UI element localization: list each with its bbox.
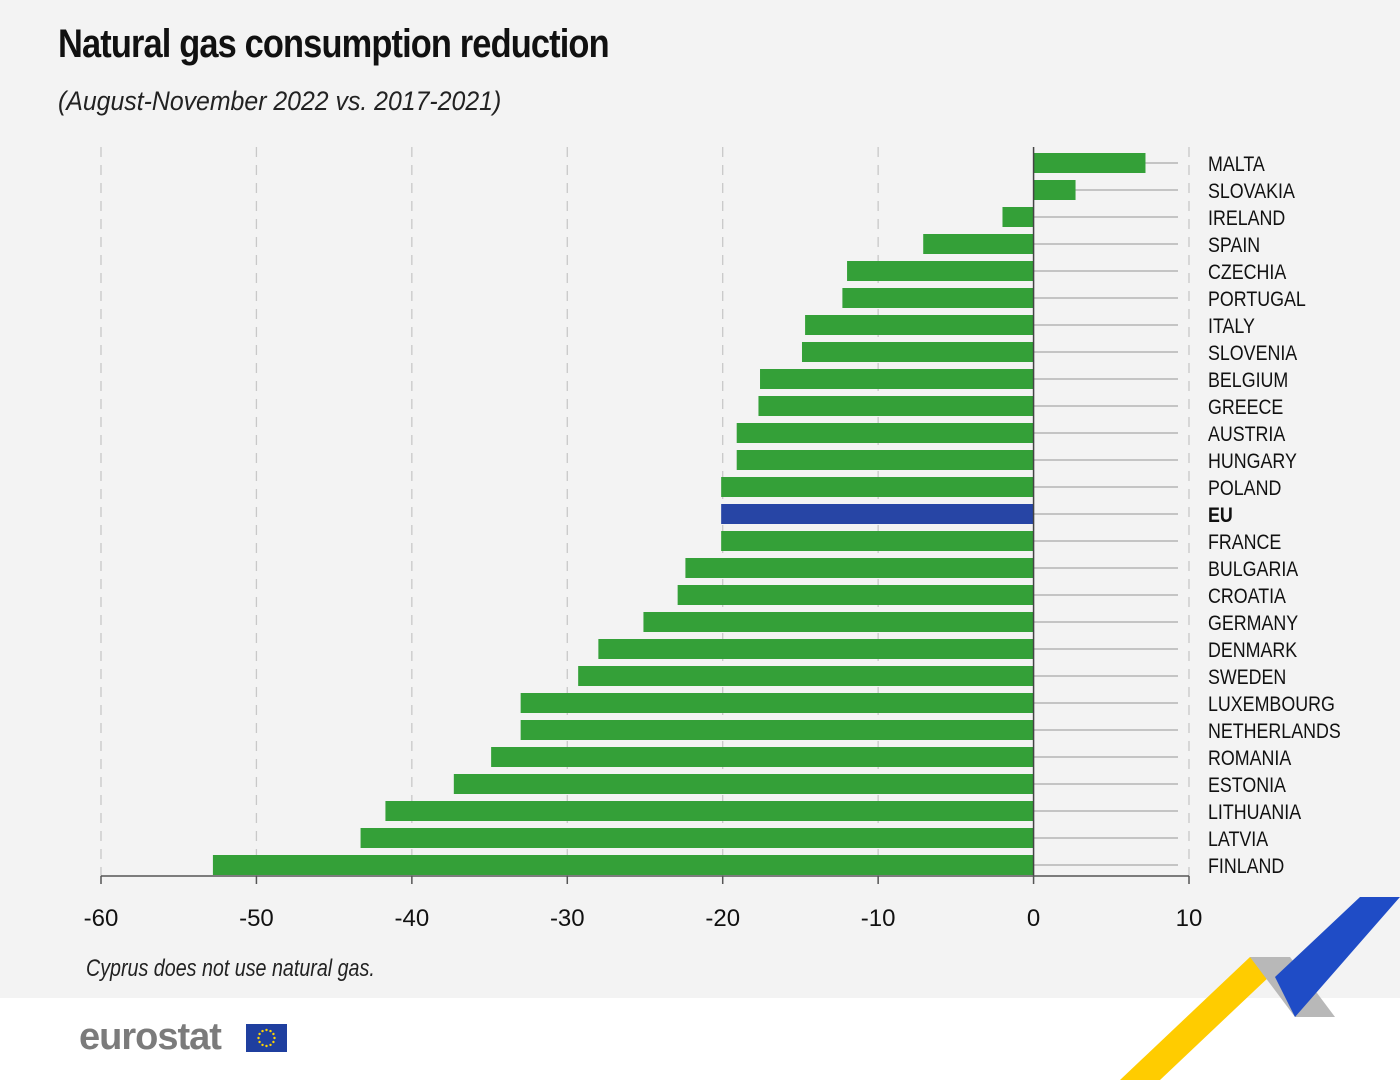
category-label: ESTONIA	[1208, 774, 1286, 798]
x-tick-label: -50	[239, 905, 274, 932]
x-tick-label: 10	[1176, 905, 1203, 932]
bar-ireland	[1002, 207, 1034, 227]
bar-portugal	[842, 288, 1034, 308]
category-label: FINLAND	[1208, 855, 1284, 879]
category-label: CROATIA	[1208, 585, 1286, 609]
category-label: PORTUGAL	[1208, 288, 1306, 312]
bar-hungary	[736, 450, 1034, 470]
bar-luxembourg	[520, 693, 1034, 713]
category-label: LATVIA	[1208, 828, 1268, 852]
category-label: DENMARK	[1208, 639, 1297, 663]
bar-finland	[212, 855, 1034, 875]
category-label: CZECHIA	[1208, 261, 1286, 285]
category-label: GERMANY	[1208, 612, 1298, 636]
bar-italy	[805, 315, 1034, 335]
category-label: NETHERLANDS	[1208, 720, 1341, 744]
bar-denmark	[598, 639, 1034, 659]
bar-malta	[1033, 153, 1146, 173]
decorative-ribbon	[1120, 897, 1400, 1080]
x-tick-label: -60	[84, 905, 119, 932]
category-label: IRELAND	[1208, 207, 1285, 231]
chart-subtitle: (August-November 2022 vs. 2017-2021)	[58, 86, 502, 116]
bar-france	[721, 531, 1034, 551]
category-label: FRANCE	[1208, 531, 1281, 555]
category-label: LITHUANIA	[1208, 801, 1301, 825]
bar-bulgaria	[685, 558, 1034, 578]
bar-slovakia	[1033, 180, 1076, 200]
category-label: EU	[1208, 504, 1233, 528]
bar-spain	[923, 234, 1034, 254]
category-label: LUXEMBOURG	[1208, 693, 1335, 717]
category-label: SLOVENIA	[1208, 342, 1297, 366]
bar-netherlands	[520, 720, 1034, 740]
chart-note: Cyprus does not use natural gas.	[86, 955, 375, 982]
category-label: BULGARIA	[1208, 558, 1298, 582]
category-label: SPAIN	[1208, 234, 1260, 258]
category-label: POLAND	[1208, 477, 1281, 501]
x-tick-label: -10	[861, 905, 896, 932]
bar-belgium	[760, 369, 1034, 389]
bar-croatia	[677, 585, 1034, 605]
category-label: HUNGARY	[1208, 450, 1297, 474]
bar-poland	[721, 477, 1034, 497]
category-label: ITALY	[1208, 315, 1255, 339]
category-label: AUSTRIA	[1208, 423, 1285, 447]
bar-czechia	[847, 261, 1034, 281]
eurostat-logo: eurostat	[79, 1016, 222, 1058]
eu-flag-icon	[246, 1024, 287, 1052]
x-tick-label: -20	[705, 905, 740, 932]
bar-sweden	[578, 666, 1034, 686]
bar-estonia	[453, 774, 1034, 794]
bar-chart: -60 -50 -40 -30 -20 -10 0 10 MALTA SLOVAKIA IRELAN…	[84, 147, 1341, 932]
category-label: BELGIUM	[1208, 369, 1288, 393]
category-label: ROMANIA	[1208, 747, 1291, 771]
category-label: GREECE	[1208, 396, 1283, 420]
bar-romania	[491, 747, 1034, 767]
bar-slovenia	[801, 342, 1034, 362]
x-tick-label: -40	[395, 905, 430, 932]
category-label: SWEDEN	[1208, 666, 1286, 690]
chart-title: Natural gas consumption reduction	[58, 22, 610, 66]
bar-austria	[736, 423, 1034, 443]
x-tick-label: -30	[550, 905, 585, 932]
bar-lithuania	[385, 801, 1034, 821]
bar-greece	[758, 396, 1034, 416]
category-label: SLOVAKIA	[1208, 180, 1295, 204]
bar-latvia	[360, 828, 1034, 848]
bar-eu	[721, 504, 1034, 524]
x-tick-label: 0	[1027, 905, 1040, 932]
bar-germany	[643, 612, 1034, 632]
category-label: MALTA	[1208, 153, 1265, 177]
